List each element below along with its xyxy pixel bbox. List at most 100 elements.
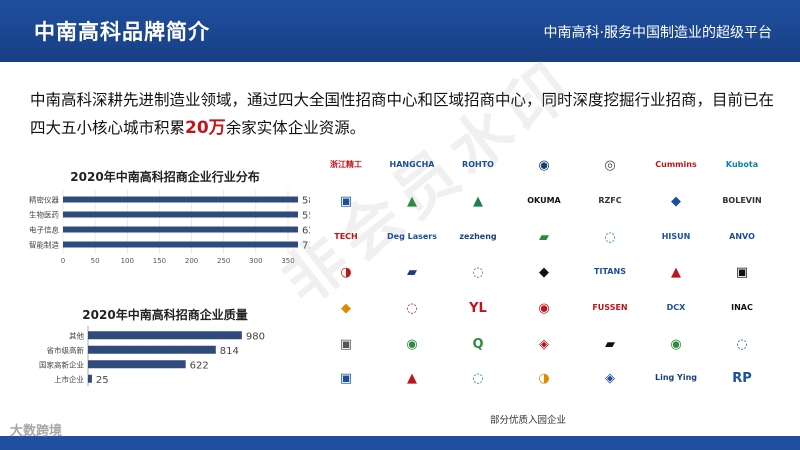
logo-text: ▰ (407, 264, 417, 280)
header-bar: 中南高科品牌简介 中南高科·服务中国制造业的超级平台 (0, 0, 800, 62)
logo-text: ▲ (407, 193, 417, 209)
intro-text: 中南高科深耕先进制造业领域，通过四大全国性招商中心和区域招商中心，同时深度挖掘行… (30, 91, 775, 137)
data-label: 814 (220, 346, 239, 357)
bar (63, 226, 298, 233)
company-logo: ▣ (714, 259, 770, 285)
data-label: 582 (302, 196, 310, 207)
bar (88, 331, 242, 340)
logo-text: TECH (334, 232, 358, 241)
bolevin-logo: BOLEVIN (714, 188, 770, 214)
tech-logo: TECH (318, 224, 374, 250)
company-logo: ▰ (384, 259, 440, 285)
deg-lasers-logo: Deg Lasers (384, 224, 440, 250)
x-tick-label: 0 (61, 257, 65, 265)
company-logo: ▣ (318, 331, 374, 357)
logo-text: ◑ (340, 264, 352, 280)
intro-highlight: 20万 (185, 118, 226, 138)
category-label: 国家高新企业 (39, 359, 84, 369)
company-logo: ▰ (516, 224, 572, 250)
company-logo: ◌ (450, 365, 506, 391)
x-tick-label: 150 (153, 257, 166, 265)
rohto-logo: ROHTO (450, 152, 506, 178)
ling-ying-logo: Ling Ying (648, 365, 704, 391)
logo-text: Cummins (655, 160, 697, 169)
logo-text: Ling Ying (654, 373, 697, 382)
logo-text: Q (472, 336, 484, 352)
logo-text: HISUN (661, 232, 691, 241)
intro-text-end: 余家实体企业资源。 (225, 119, 366, 137)
company-logo: ▲ (384, 188, 440, 214)
logo-text: ◌ (604, 229, 616, 245)
logo-text: ▣ (339, 370, 353, 386)
bar (63, 196, 298, 203)
titans-logo: TITANS (582, 259, 638, 285)
page-title: 中南高科品牌简介 (34, 20, 210, 44)
category-label: 电子信息 (29, 225, 59, 235)
bar (63, 211, 298, 218)
kubota-logo: Kubota (714, 152, 770, 178)
anvo-logo: ANVO (714, 224, 770, 250)
logo-text: Deg Lasers (387, 232, 437, 241)
bar (88, 345, 216, 354)
data-label: 622 (190, 360, 209, 371)
bar (88, 360, 186, 369)
logo-text: ◎ (604, 157, 616, 173)
logo-text: ▣ (339, 336, 353, 352)
logo-text: ◉ (670, 336, 682, 352)
x-tick-label: 200 (185, 257, 198, 265)
data-label: 25 (96, 375, 109, 386)
category-label: 上市企业 (54, 374, 84, 384)
company-logo: ◌ (450, 259, 506, 285)
x-tick-label: 350 (281, 257, 294, 265)
okuma-logo: OKUMA (516, 188, 572, 214)
logo-text: ▰ (605, 336, 615, 352)
header-tagline: 中南高科·服务中国制造业的超级平台 (543, 25, 772, 41)
logo-text: ◉ (406, 336, 418, 352)
hisun-logo: HISUN (648, 224, 704, 250)
hangcha-logo: HANGCHA (384, 152, 440, 178)
brand-watermark: 大数跨境 (10, 424, 63, 439)
data-label: 624 (302, 226, 310, 237)
company-logo: ▣ (318, 188, 374, 214)
logo-text: ◑ (538, 370, 550, 386)
category-label: 生物医药 (29, 210, 59, 220)
logo-text: YL (469, 300, 487, 316)
category-label: 精密仪器 (29, 195, 59, 205)
inac-logo: INAC (714, 295, 770, 321)
x-tick-label: 100 (121, 257, 134, 265)
rzfc-logo: RZFC (582, 188, 638, 214)
logo-text: ◌ (472, 264, 484, 280)
logo-text: ▣ (339, 193, 353, 209)
logo-text: FUSSEN (592, 303, 628, 312)
intro-paragraph: 中南高科深耕先进制造业领域，通过四大全国性招商中心和区域招商中心，同时深度挖掘行… (30, 86, 775, 142)
company-logo: ◌ (582, 224, 638, 250)
logo-text: ◌ (472, 370, 484, 386)
dcx-logo: DCX (648, 295, 704, 321)
x-tick-label: 250 (217, 257, 230, 265)
partner-logo-grid: 浙江精工 HANGCHA ROHTO ◉ ◎ Cummins Kubota ▣ ▲ ▲ OKUMA R… (318, 150, 778, 400)
logo-text: ◆ (671, 193, 681, 209)
logo-text: OKUMA (527, 196, 561, 205)
enterprise-quality-chart: 其他 980 省市级高新 814 国家高新企业 622 上市企业 25 (39, 326, 265, 386)
logo-text: ▲ (473, 193, 483, 209)
logo-text: ◈ (605, 370, 615, 386)
logo-text: ◆ (341, 300, 351, 316)
logo-text: Kubota (725, 160, 759, 169)
logo-text: ▲ (671, 264, 681, 280)
company-logo: ▰ (582, 331, 638, 357)
logo-text: ROHTO (462, 160, 494, 169)
company-logo: ◆ (648, 188, 704, 214)
logo-text: ANVO (729, 232, 755, 241)
company-logo: ◑ (318, 259, 374, 285)
category-label: 省市级高新 (47, 345, 85, 355)
bar (88, 374, 92, 383)
footer-bar (0, 436, 800, 450)
logo-text: DCX (666, 303, 686, 312)
zezheng-logo: zezheng (450, 224, 506, 250)
company-logo: ◉ (648, 331, 704, 357)
company-logo: ▲ (384, 365, 440, 391)
automotive-logo: ◎ (582, 152, 638, 178)
company-logo: ◆ (516, 259, 572, 285)
data-label: 552 (302, 211, 310, 222)
logo-text: RZFC (598, 196, 622, 205)
